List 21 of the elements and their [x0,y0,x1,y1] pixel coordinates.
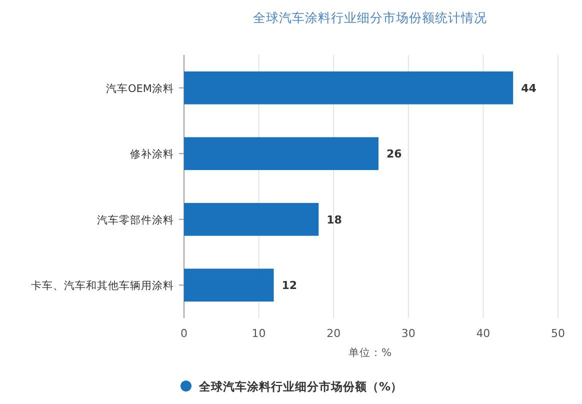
data-label: 18 [326,213,342,226]
y-tick-label: 卡车、汽车和其他车辆用涂料 [31,279,174,292]
bar [184,71,514,104]
chart-title: 全球汽车涂料行业细分市场份额统计情况 [253,10,487,25]
y-tick-label: 汽车OEM涂料 [106,82,174,95]
x-axis-title: 单位：% [348,346,392,359]
x-tick-label: 40 [476,327,490,340]
bar [184,202,319,236]
y-tick-label: 汽车零部件涂料 [97,213,174,226]
x-tick-label: 20 [326,327,341,340]
x-tick-label: 50 [551,327,565,340]
data-label: 26 [386,148,402,161]
data-label: 12 [282,279,298,292]
y-tick-label: 修补涂料 [130,148,174,161]
data-label: 44 [521,82,537,95]
x-tick-label: 30 [401,327,416,340]
x-tick-label: 0 [180,327,188,340]
x-tick-label: 10 [252,327,266,340]
bar [184,268,274,302]
bar [184,137,378,170]
legend-label: 全球汽车涂料行业细分市场份额（%） [198,380,403,394]
